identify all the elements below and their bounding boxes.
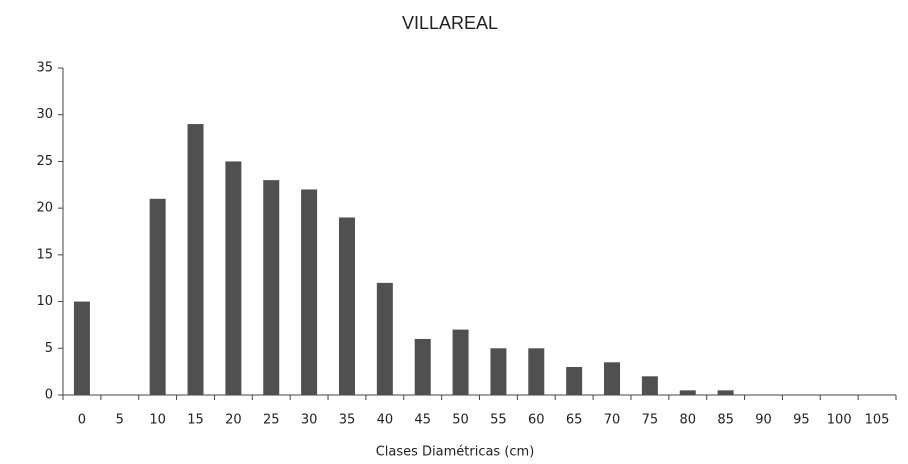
y-tick-label: 5 [45,341,53,356]
y-tick-label: 0 [45,388,53,403]
bar [414,338,431,395]
x-tick-label: 75 [642,413,659,428]
bar [604,362,621,395]
chart-title: VILLAREAL [402,13,498,33]
x-tick-label: 65 [566,413,583,428]
bar [263,180,280,395]
x-tick-label: 15 [187,413,204,428]
x-tick-label: 105 [865,413,890,428]
x-tick-label: 90 [755,413,772,428]
x-tick-label: 30 [301,413,318,428]
x-tick-label: 55 [490,413,507,428]
x-tick-label: 5 [116,413,124,428]
y-tick-label: 15 [36,247,53,262]
bar [528,348,545,395]
x-tick-label: 40 [377,413,394,428]
bar [149,198,166,395]
x-tick-label: 95 [793,413,810,428]
x-tick-label: 10 [149,413,166,428]
bar [73,301,90,395]
y-tick-label: 30 [36,107,53,122]
bar [679,390,696,395]
x-tick-label: 0 [78,413,86,428]
bar [301,189,318,395]
x-tick-label: 45 [414,413,431,428]
y-tick-label: 35 [36,61,53,76]
x-tick-label: 80 [679,413,696,428]
y-tick-label: 10 [36,294,53,309]
x-tick-label: 60 [528,413,545,428]
x-tick-label: 100 [827,413,852,428]
bar [338,217,355,395]
bar [187,124,204,396]
x-tick-label: 70 [604,413,621,428]
bar [566,366,583,395]
y-tick-label: 25 [36,154,53,169]
bar [225,161,242,395]
x-tick-label: 50 [452,413,469,428]
bar [452,329,469,395]
bar [376,282,393,395]
y-tick-label: 20 [36,201,53,216]
x-tick-label: 20 [225,413,242,428]
x-tick-label: 25 [263,413,280,428]
x-tick-label: 85 [717,413,734,428]
bar [641,376,658,395]
x-tick-label: 35 [339,413,356,428]
bar [717,390,734,395]
bar [490,348,507,395]
x-axis-label: Clases Diamétricas (cm) [376,445,535,460]
